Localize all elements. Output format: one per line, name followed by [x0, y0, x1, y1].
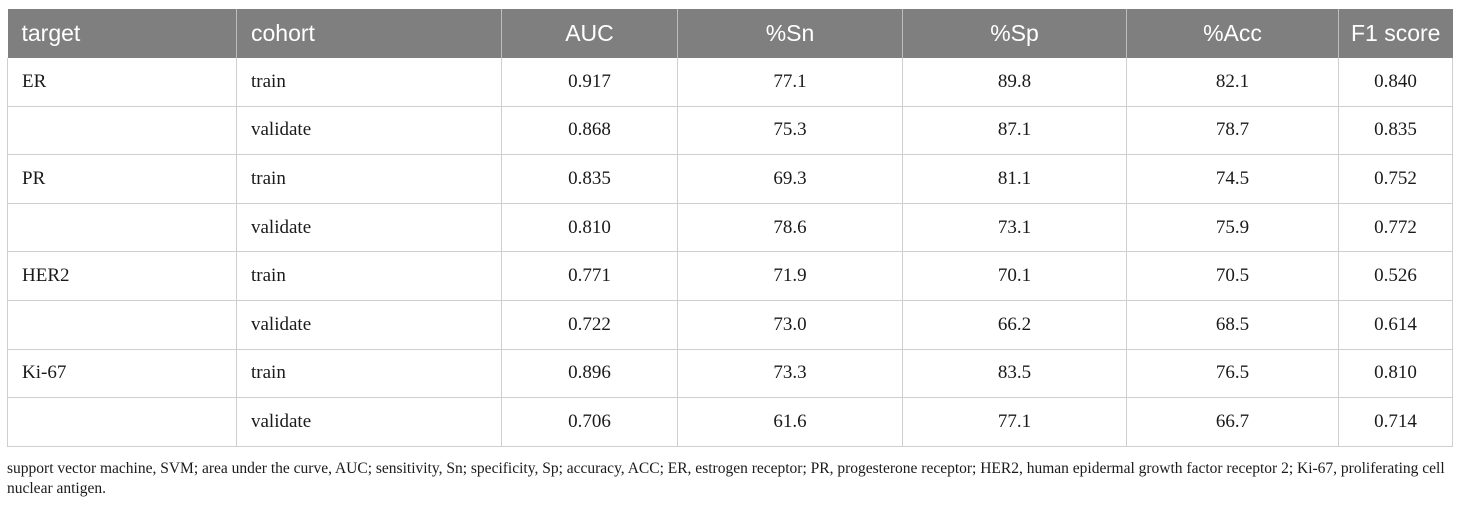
header-f1-score: F1 score [1338, 9, 1453, 58]
cell-target [7, 300, 237, 350]
cell-sn: 75.3 [677, 106, 903, 156]
cell-acc: 68.5 [1126, 300, 1339, 350]
cell-sp: 70.1 [902, 251, 1127, 301]
cell-sn: 69.3 [677, 154, 903, 204]
header-cohort: cohort [236, 9, 502, 58]
cell-auc: 0.835 [501, 154, 678, 204]
cell-cohort: train [236, 154, 502, 204]
table-header-row: target cohort AUC %Sn %Sp %Acc F1 score [7, 9, 1453, 58]
table-row: ER train 0.917 77.1 89.8 82.1 0.840 [7, 58, 1453, 107]
table-row: validate 0.706 61.6 77.1 66.7 0.714 [7, 397, 1453, 447]
cell-target [7, 203, 237, 253]
table-row: Ki-67 train 0.896 73.3 83.5 76.5 0.810 [7, 349, 1453, 399]
cell-acc: 74.5 [1126, 154, 1339, 204]
header-acc: %Acc [1126, 9, 1339, 58]
cell-auc: 0.771 [501, 251, 678, 301]
cell-acc: 70.5 [1126, 251, 1339, 301]
cell-auc: 0.868 [501, 106, 678, 156]
cell-cohort: train [236, 251, 502, 301]
cell-cohort: validate [236, 106, 502, 156]
results-table-container: target cohort AUC %Sn %Sp %Acc F1 score … [7, 9, 1453, 447]
cell-auc: 0.722 [501, 300, 678, 350]
cell-sp: 87.1 [902, 106, 1127, 156]
cell-f1: 0.526 [1338, 251, 1453, 301]
cell-sp: 83.5 [902, 349, 1127, 399]
cell-acc: 66.7 [1126, 397, 1339, 447]
cell-target: Ki-67 [7, 349, 237, 399]
table-row: HER2 train 0.771 71.9 70.1 70.5 0.526 [7, 251, 1453, 301]
cell-cohort: validate [236, 203, 502, 253]
cell-f1: 0.714 [1338, 397, 1453, 447]
cell-cohort: train [236, 349, 502, 399]
cell-f1: 0.752 [1338, 154, 1453, 204]
cell-target: HER2 [7, 251, 237, 301]
cell-target [7, 106, 237, 156]
cell-auc: 0.706 [501, 397, 678, 447]
table-footnote: support vector machine, SVM; area under … [7, 460, 1445, 497]
cell-acc: 82.1 [1126, 58, 1339, 107]
cell-sp: 81.1 [902, 154, 1127, 204]
header-target: target [7, 9, 237, 58]
cell-auc: 0.810 [501, 203, 678, 253]
cell-sp: 66.2 [902, 300, 1127, 350]
cell-cohort: train [236, 58, 502, 107]
cell-acc: 78.7 [1126, 106, 1339, 156]
table-row: validate 0.868 75.3 87.1 78.7 0.835 [7, 106, 1453, 156]
cell-target: ER [7, 58, 237, 107]
cell-sn: 73.3 [677, 349, 903, 399]
cell-f1: 0.810 [1338, 349, 1453, 399]
table-row: PR train 0.835 69.3 81.1 74.5 0.752 [7, 154, 1453, 204]
cell-auc: 0.896 [501, 349, 678, 399]
header-sn: %Sn [677, 9, 903, 58]
header-auc: AUC [501, 9, 678, 58]
cell-cohort: validate [236, 300, 502, 350]
cell-sp: 73.1 [902, 203, 1127, 253]
cell-cohort: validate [236, 397, 502, 447]
cell-acc: 75.9 [1126, 203, 1339, 253]
cell-f1: 0.840 [1338, 58, 1453, 107]
cell-sn: 61.6 [677, 397, 903, 447]
cell-sn: 77.1 [677, 58, 903, 107]
cell-acc: 76.5 [1126, 349, 1339, 399]
cell-sp: 77.1 [902, 397, 1127, 447]
cell-auc: 0.917 [501, 58, 678, 107]
cell-f1: 0.772 [1338, 203, 1453, 253]
cell-f1: 0.614 [1338, 300, 1453, 350]
cell-target: PR [7, 154, 237, 204]
cell-sn: 73.0 [677, 300, 903, 350]
results-table: target cohort AUC %Sn %Sp %Acc F1 score … [7, 9, 1453, 447]
cell-sn: 78.6 [677, 203, 903, 253]
table-row: validate 0.722 73.0 66.2 68.5 0.614 [7, 300, 1453, 350]
cell-f1: 0.835 [1338, 106, 1453, 156]
cell-sn: 71.9 [677, 251, 903, 301]
cell-target [7, 397, 237, 447]
table-row: validate 0.810 78.6 73.1 75.9 0.772 [7, 203, 1453, 253]
cell-sp: 89.8 [902, 58, 1127, 107]
header-sp: %Sp [902, 9, 1127, 58]
